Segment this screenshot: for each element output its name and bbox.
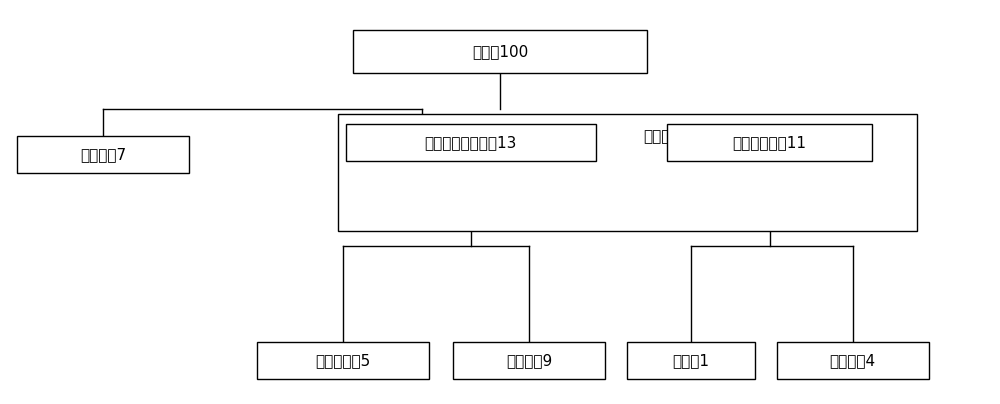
Text: 孔强化装置5: 孔强化装置5 (316, 353, 371, 368)
FancyBboxPatch shape (17, 136, 189, 173)
FancyBboxPatch shape (346, 124, 596, 162)
FancyBboxPatch shape (257, 341, 429, 379)
FancyBboxPatch shape (338, 114, 916, 231)
Text: 控制系统200: 控制系统200 (644, 128, 709, 143)
Text: 机器人1: 机器人1 (673, 353, 710, 368)
Text: 工业相机7: 工业相机7 (80, 147, 126, 162)
Text: 机器人控制器11: 机器人控制器11 (732, 135, 806, 150)
FancyBboxPatch shape (667, 124, 872, 162)
Text: 力传感器4: 力传感器4 (830, 353, 876, 368)
Text: 可编程逻辑控制器13: 可编程逻辑控制器13 (424, 135, 517, 150)
FancyBboxPatch shape (627, 341, 755, 379)
FancyBboxPatch shape (777, 341, 929, 379)
Text: 数控转台9: 数控转台9 (506, 353, 553, 368)
FancyBboxPatch shape (353, 30, 647, 74)
Text: 上位机100: 上位机100 (472, 44, 528, 59)
FancyBboxPatch shape (453, 341, 605, 379)
